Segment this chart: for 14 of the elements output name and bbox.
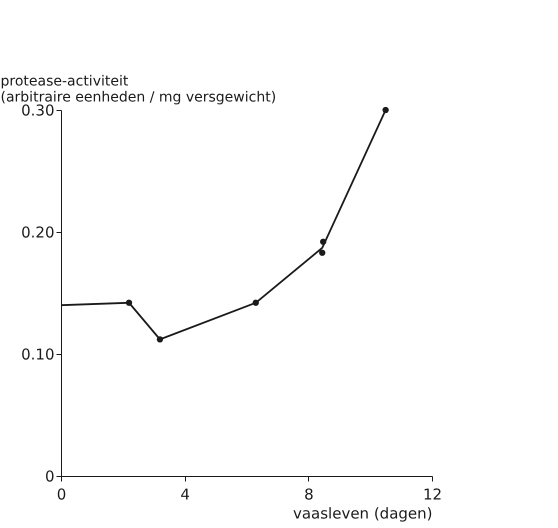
point	[319, 250, 326, 256]
x-tick-label: 12	[422, 486, 442, 504]
y-tick-label: 0.20	[21, 224, 54, 242]
point	[382, 106, 389, 114]
point	[126, 300, 132, 306]
y-tick-label: 0	[44, 468, 54, 486]
point	[252, 300, 259, 306]
x-axis-title: vaasleven (dagen)	[292, 504, 432, 522]
point	[320, 238, 326, 245]
y-tick-label: 0.10	[21, 346, 54, 364]
point	[156, 336, 164, 343]
x-tick-label: 0	[56, 486, 66, 504]
x-tick-label: 4	[180, 486, 190, 504]
x-tick-label: 8	[304, 486, 314, 504]
